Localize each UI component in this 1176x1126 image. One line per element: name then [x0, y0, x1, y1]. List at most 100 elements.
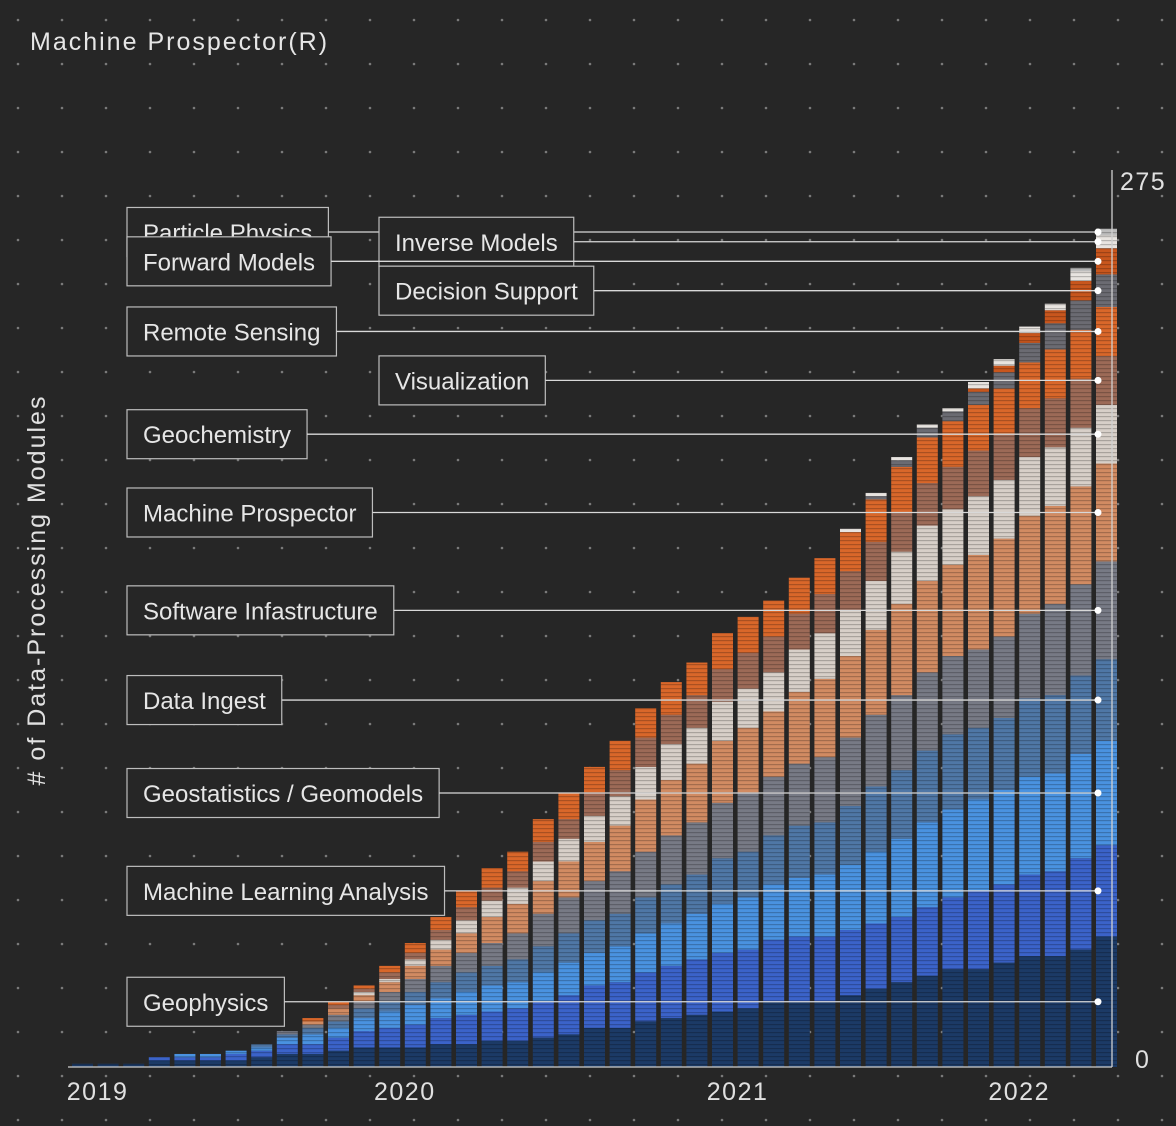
bar-segment-texture [738, 653, 759, 689]
bar-segment-texture [174, 1054, 195, 1057]
bar-segment-texture [533, 972, 554, 1001]
bar-segment-texture [994, 718, 1015, 790]
bar-segment-texture [251, 1057, 272, 1067]
bar-segment-texture [814, 679, 835, 757]
bar-segment-texture [1019, 698, 1040, 776]
bar-segment-texture [968, 649, 989, 727]
bar-segment-texture [277, 1054, 298, 1067]
bar-segment-texture [635, 800, 656, 852]
bar-segment-texture [840, 930, 861, 995]
bar-segment-texture [686, 728, 707, 764]
bar-segment-texture [1045, 398, 1066, 447]
bar-column [456, 891, 477, 1067]
bar-segment-texture [354, 985, 375, 988]
bar-column [814, 558, 835, 1067]
bar-column [661, 682, 682, 1067]
bar-segment-texture [456, 1044, 477, 1067]
bar-segment-texture [584, 920, 605, 953]
bar-segment-texture [584, 816, 605, 842]
bar-column [942, 408, 963, 1067]
bar-segment-texture [456, 992, 477, 1015]
bar-segment-texture [738, 897, 759, 949]
bar-segment-texture [1019, 875, 1040, 957]
y-tick-zero: 0 [1135, 1046, 1150, 1074]
bar-segment-texture [763, 835, 784, 884]
bar-segment-texture [866, 923, 887, 988]
bar-segment-texture [558, 897, 579, 933]
bar-segment-texture [789, 1002, 810, 1067]
callout-label: Machine Prospector [143, 500, 356, 527]
bar-segment-texture [482, 1041, 503, 1067]
bar-segment-texture [866, 581, 887, 630]
bar-segment-texture [763, 672, 784, 711]
bar-segment-texture [1045, 506, 1066, 604]
bar-segment-texture [558, 819, 579, 839]
bar-segment-texture [789, 826, 810, 878]
bar-segment-texture [994, 480, 1015, 539]
y-axis-label: # of Data-Processing Modules [23, 395, 51, 786]
bar-segment-texture [968, 382, 989, 389]
bar-segment-texture [507, 852, 528, 872]
bar-column [430, 917, 451, 1067]
bar-segment-texture [814, 594, 835, 633]
bar-segment-texture [891, 552, 912, 604]
bar-segment-texture [840, 532, 861, 571]
bar-column [584, 767, 605, 1067]
bar-segment-texture [379, 1047, 400, 1067]
bar-segment-texture [456, 972, 477, 992]
bar-segment-texture [328, 1008, 349, 1015]
bar-segment-texture [1045, 447, 1066, 506]
bar-segment-texture [354, 1002, 375, 1009]
bar-segment-texture [942, 734, 963, 809]
bar-segment-texture [686, 822, 707, 874]
bar-segment-texture [789, 764, 810, 826]
bar-segment-texture [840, 656, 861, 738]
callout-label: Remote Sensing [143, 319, 320, 346]
bar-segment-texture [891, 770, 912, 838]
bar-segment-texture [866, 989, 887, 1067]
bar-column [1070, 268, 1091, 1067]
bar-segment-texture [1045, 604, 1066, 695]
bar-column [686, 663, 707, 1067]
bar-segment-texture [635, 933, 656, 972]
callout-label: Inverse Models [395, 230, 558, 257]
bar-segment-texture [558, 963, 579, 996]
bar-segment-texture [661, 884, 682, 923]
bar-segment-texture [610, 1028, 631, 1067]
bar-segment-texture [610, 741, 631, 770]
bar-segment-texture [584, 842, 605, 881]
bar-segment-texture [738, 728, 759, 793]
bar-segment-texture [405, 943, 426, 953]
bar-segment-texture [507, 933, 528, 959]
bar-segment-texture [891, 917, 912, 982]
bar-segment-texture [1070, 676, 1091, 754]
bar-segment-texture [789, 878, 810, 937]
bar-segment-texture [405, 1047, 426, 1067]
bar-segment-texture [686, 959, 707, 1014]
bar-segment-texture [738, 617, 759, 653]
bar-segment-texture [584, 767, 605, 793]
bar-segment-texture [814, 558, 835, 594]
bar-segment-texture [712, 858, 733, 904]
bar-segment-texture [661, 780, 682, 835]
bar-segment-texture [200, 1054, 221, 1057]
bar-segment-texture [379, 1012, 400, 1028]
bar-segment-texture [840, 610, 861, 656]
bar-segment-texture [430, 930, 451, 940]
bar-column [789, 578, 810, 1067]
bar-segment-texture [942, 411, 963, 421]
callout-label: Geophysics [143, 990, 268, 1017]
bar-segment-texture [507, 871, 528, 887]
callout-dot [1095, 258, 1102, 265]
bar-column [328, 1002, 349, 1067]
bar-segment-texture [507, 904, 528, 933]
bar-segment-texture [456, 920, 477, 933]
bar-segment-texture [610, 826, 631, 872]
x-ticks: 2019 2020 2021 2022 [67, 1078, 1050, 1106]
x-tick-label: 2020 [374, 1078, 436, 1106]
bar-segment-texture [968, 392, 989, 405]
bar-segment-texture [456, 891, 477, 907]
bar-column [738, 617, 759, 1067]
bar-column [968, 382, 989, 1067]
bar-column [763, 601, 784, 1067]
